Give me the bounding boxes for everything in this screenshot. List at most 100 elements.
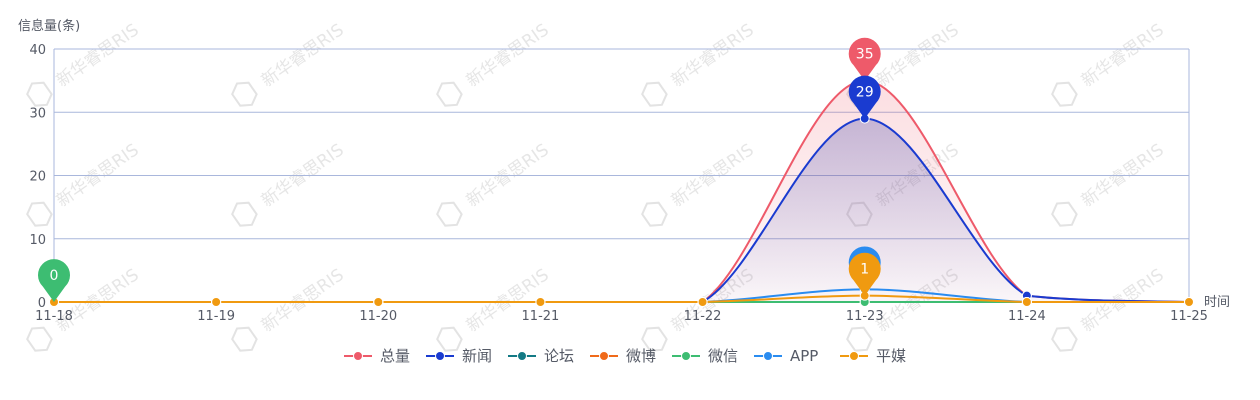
legend-item[interactable]: 新闻 — [426, 347, 492, 365]
legend-swatch-dot — [517, 351, 527, 361]
watermark-logo-icon — [846, 326, 873, 352]
watermark-logo-icon — [436, 201, 463, 227]
watermark-tile: 新华睿思RIS — [1051, 265, 1168, 352]
y-axis-title: 信息量(条) — [18, 18, 80, 34]
pin-marker: 1 — [848, 252, 881, 296]
pin-label: 29 — [856, 85, 874, 101]
area-0 — [54, 80, 1189, 302]
legend-swatch-dot — [849, 351, 859, 361]
watermark-tile: 新华睿思RIS — [641, 20, 758, 107]
watermark-logo-icon — [641, 201, 668, 227]
legend-swatch-dot — [435, 351, 445, 361]
data-point[interactable] — [697, 297, 708, 307]
pin-shape — [848, 252, 881, 296]
watermark-tile: 新华睿思RIS — [641, 140, 758, 227]
watermark-text: 新华睿思RIS — [873, 20, 963, 91]
watermark-logo-icon — [641, 81, 668, 107]
legend-label: 论坛 — [544, 347, 574, 365]
pin-marker: 29 — [848, 75, 881, 119]
data-point[interactable] — [373, 297, 384, 307]
data-point[interactable] — [211, 297, 222, 307]
x-tick-label: 11-21 — [522, 309, 560, 324]
point-layer — [49, 75, 1194, 307]
watermark-logo-icon — [436, 81, 463, 107]
watermark-logo-icon — [231, 201, 258, 227]
grid-layer — [53, 48, 1190, 303]
y-tick-label: 0 — [38, 296, 46, 311]
watermark-tile: 新华睿思RIS — [1051, 20, 1168, 107]
pin-label: 0 — [50, 268, 59, 284]
series-line — [54, 294, 1189, 304]
y-tick-label: 20 — [29, 170, 46, 185]
legend-label: APP — [790, 347, 818, 365]
x-tick-label: 11-24 — [1008, 309, 1046, 324]
watermark-logo-icon — [26, 326, 53, 352]
legend-swatch-dot — [763, 351, 773, 361]
series-line — [54, 79, 1190, 304]
watermark-tile: 新华睿思RIS — [436, 140, 553, 227]
watermark-tile: 新华睿思RIS — [231, 265, 348, 352]
watermark-logo-icon — [231, 326, 258, 352]
pin-marker: 0 — [38, 259, 70, 302]
watermark-text: 新华睿思RIS — [668, 20, 758, 91]
y-tick-label: 40 — [29, 43, 46, 58]
legend-swatch-dot — [353, 351, 363, 361]
data-point[interactable] — [535, 297, 546, 307]
watermark-tile: 新华睿思RIS — [231, 20, 348, 107]
watermark-text: 新华睿思RIS — [463, 20, 553, 91]
x-tick-label: 11-19 — [197, 309, 235, 324]
legend-item[interactable]: 总量 — [344, 347, 410, 365]
area-1 — [54, 118, 1189, 302]
legend-label: 总量 — [380, 347, 410, 365]
legend-label: 微博 — [626, 347, 656, 365]
pin-marker: 35 — [848, 37, 881, 81]
watermark-logo-icon — [26, 201, 53, 227]
pin-layer: 35 29 1 0 — [38, 37, 881, 302]
x-tick-label: 11-25 — [1170, 309, 1208, 324]
area-layer — [54, 80, 1189, 302]
watermark-layer: 新华睿思RIS 新华睿思RIS 新华睿思RIS 新华睿思RIS 新华睿思RIS 新华睿思R… — [26, 20, 1168, 352]
legend-swatch-dot — [681, 351, 691, 361]
watermark-logo-icon — [1051, 326, 1078, 352]
x-tick-label: 11-18 — [35, 309, 73, 324]
y-tick-label: 10 — [29, 233, 46, 248]
pin-label: 1 — [860, 262, 869, 278]
x-tick-label: 11-23 — [846, 309, 884, 324]
legend-item[interactable]: 平媒 — [840, 347, 906, 365]
x-tick-label: 11-20 — [359, 309, 397, 324]
legend: 总量 新闻 论坛 微博 微信 APP 平媒 — [344, 347, 906, 365]
legend-swatch-dot — [599, 351, 609, 361]
line-layer — [54, 79, 1190, 304]
watermark-logo-icon — [436, 326, 463, 352]
data-point[interactable] — [1021, 297, 1032, 307]
series-line — [54, 117, 1190, 304]
pin-shape — [848, 75, 881, 119]
pin-shape — [38, 259, 70, 302]
legend-label: 平媒 — [876, 347, 906, 365]
legend-item[interactable]: 论坛 — [508, 347, 574, 365]
pin-label: 35 — [856, 47, 874, 63]
pin-shape — [848, 37, 881, 81]
watermark-tile: 新华睿思RIS — [436, 20, 553, 107]
x-axis-title: 时间 — [1204, 295, 1230, 310]
watermark-text: 新华睿思RIS — [258, 265, 348, 336]
legend-label: 新闻 — [462, 347, 492, 365]
watermark-logo-icon — [1051, 81, 1078, 107]
watermark-text: 新华睿思RIS — [1078, 20, 1168, 91]
watermark-text: 新华睿思RIS — [258, 20, 348, 91]
legend-label: 微信 — [708, 347, 738, 365]
legend-item[interactable]: APP — [754, 347, 818, 365]
watermark-logo-icon — [26, 81, 53, 107]
x-tick-label: 11-22 — [684, 309, 722, 324]
legend-item[interactable]: 微信 — [672, 347, 738, 365]
watermark-tile: 新华睿思RIS — [1051, 140, 1168, 227]
legend-item[interactable]: 微博 — [590, 347, 656, 365]
watermark-tile: 新华睿思RIS — [231, 140, 348, 227]
watermark-logo-icon — [641, 326, 668, 352]
watermark-logo-icon — [231, 81, 258, 107]
watermark-logo-icon — [1051, 201, 1078, 227]
data-point[interactable] — [1184, 297, 1194, 307]
